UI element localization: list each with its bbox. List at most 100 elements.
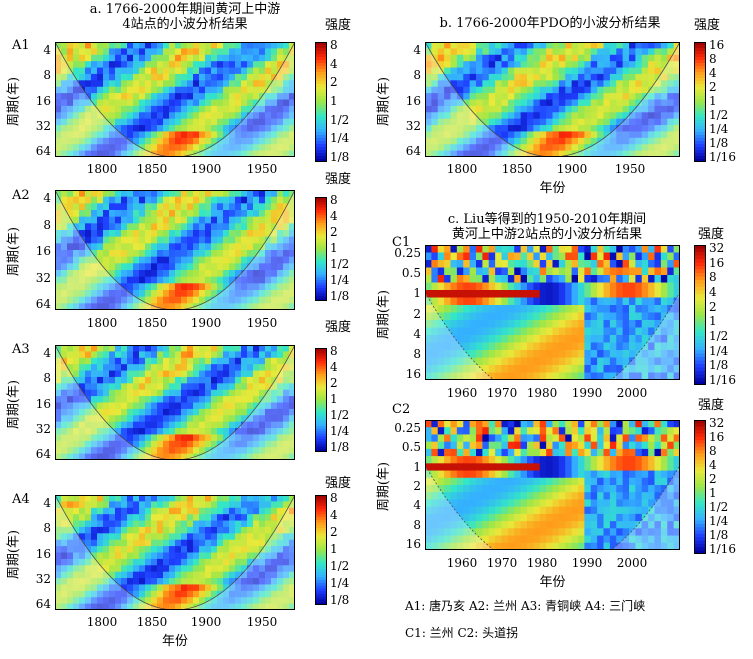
heatmap-cell bbox=[181, 584, 188, 592]
heatmap-cell bbox=[151, 428, 158, 436]
heatmap-cell bbox=[616, 427, 624, 436]
heatmap-cell bbox=[175, 118, 182, 126]
heatmap-cell bbox=[289, 93, 295, 101]
heatmap-cell bbox=[648, 448, 656, 457]
heatmap-cell bbox=[590, 99, 598, 107]
heatmap-cell bbox=[501, 312, 509, 321]
heatmap-cell bbox=[463, 335, 471, 344]
heatmap-cell bbox=[109, 190, 116, 198]
heatmap-cell bbox=[211, 408, 218, 416]
heatmap-cell bbox=[151, 48, 158, 56]
heatmap-cell bbox=[103, 80, 110, 88]
heatmap-cell bbox=[67, 80, 74, 88]
heatmap-cell bbox=[61, 578, 68, 586]
heatmap-cell bbox=[97, 290, 104, 298]
heatmap-cell bbox=[635, 463, 643, 472]
heatmap-cell bbox=[133, 256, 140, 264]
heatmap-cell bbox=[527, 456, 534, 464]
heatmap-cell bbox=[73, 42, 80, 49]
heatmap-cell bbox=[507, 320, 515, 329]
heatmap-cell bbox=[622, 105, 630, 113]
heatmap-cell bbox=[431, 372, 439, 380]
heatmap-cell bbox=[61, 230, 68, 238]
heatmap-cell bbox=[79, 501, 86, 509]
heatmap-cell bbox=[241, 578, 248, 586]
heatmap-cell bbox=[127, 236, 134, 244]
heatmap-cell bbox=[145, 428, 152, 436]
heatmap-cell bbox=[205, 389, 212, 397]
heatmap-cell bbox=[277, 357, 284, 365]
heatmap-cell bbox=[115, 421, 122, 429]
heatmap-cell bbox=[271, 584, 278, 592]
heatmap-cell bbox=[431, 99, 439, 107]
x-tick-label: 1850 bbox=[501, 162, 533, 176]
heatmap-cell bbox=[73, 67, 80, 75]
heatmap-cell bbox=[145, 48, 152, 56]
heatmap-cell bbox=[97, 93, 104, 101]
heatmap-cell bbox=[229, 276, 236, 284]
heatmap-cell bbox=[514, 372, 522, 380]
heatmap-cell bbox=[469, 86, 477, 94]
heatmap-cell bbox=[667, 290, 675, 299]
heatmap-cell bbox=[109, 99, 116, 107]
heatmap-cell bbox=[145, 565, 152, 573]
heatmap-cell bbox=[565, 282, 573, 291]
heatmap-cell bbox=[103, 376, 110, 384]
heatmap-cell bbox=[61, 263, 68, 271]
heatmap-cell bbox=[673, 448, 680, 457]
heatmap-cell bbox=[507, 357, 515, 366]
heatmap-cell bbox=[229, 131, 236, 139]
heatmap-cell bbox=[217, 533, 224, 541]
heatmap-cell bbox=[463, 327, 471, 336]
heatmap-cell bbox=[199, 520, 206, 528]
heatmap-cell bbox=[660, 86, 668, 94]
heatmap-cell bbox=[121, 345, 128, 352]
heatmap-cell bbox=[187, 590, 194, 598]
heatmap-cell bbox=[181, 137, 188, 145]
heatmap-cell bbox=[229, 364, 236, 372]
heatmap-cell bbox=[91, 501, 98, 509]
heatmap-cell bbox=[271, 495, 278, 502]
heatmap-cell bbox=[67, 364, 74, 372]
heatmap-cell bbox=[169, 539, 176, 547]
heatmap-cell bbox=[103, 603, 110, 610]
heatmap-cell bbox=[482, 144, 490, 152]
heatmap-cell bbox=[495, 275, 503, 284]
heatmap-cell bbox=[558, 73, 566, 81]
heatmap-cell bbox=[558, 434, 566, 443]
heatmap-cell bbox=[469, 245, 477, 254]
heatmap-cell bbox=[571, 112, 579, 120]
heatmap-cell bbox=[584, 305, 592, 314]
heatmap-cell bbox=[247, 216, 254, 224]
heatmap-cell bbox=[450, 335, 458, 344]
heatmap-cell bbox=[444, 131, 452, 139]
heatmap-cell bbox=[283, 376, 290, 384]
heatmap-cell bbox=[85, 428, 92, 436]
heatmap-cell bbox=[169, 236, 176, 244]
heatmap-cell bbox=[527, 372, 534, 380]
heatmap-cell bbox=[55, 196, 62, 204]
heatmap-cell bbox=[175, 584, 182, 592]
heatmap-cell bbox=[527, 434, 534, 443]
heatmap-cell bbox=[115, 552, 122, 560]
heatmap-cell bbox=[247, 210, 254, 218]
colorbar-step bbox=[315, 233, 327, 237]
heatmap-cell bbox=[514, 86, 522, 94]
heatmap-cell bbox=[163, 447, 170, 455]
heatmap-cell bbox=[609, 335, 617, 344]
heatmap-cell bbox=[205, 421, 212, 429]
heatmap-cell bbox=[211, 243, 218, 251]
heatmap-cell bbox=[259, 80, 266, 88]
heatmap-cell bbox=[175, 270, 182, 278]
heatmap-cell bbox=[456, 260, 464, 269]
heatmap-cell bbox=[660, 372, 668, 380]
heatmap-cell bbox=[73, 370, 80, 378]
heatmap-cell bbox=[283, 370, 290, 378]
heatmap-cell bbox=[175, 357, 182, 365]
heatmap-cell bbox=[157, 144, 164, 152]
heatmap-cell bbox=[133, 196, 140, 204]
heatmap-cell bbox=[55, 495, 62, 502]
heatmap-cell bbox=[145, 364, 152, 372]
heatmap-cell bbox=[629, 61, 636, 69]
heatmap-cell bbox=[193, 501, 200, 509]
